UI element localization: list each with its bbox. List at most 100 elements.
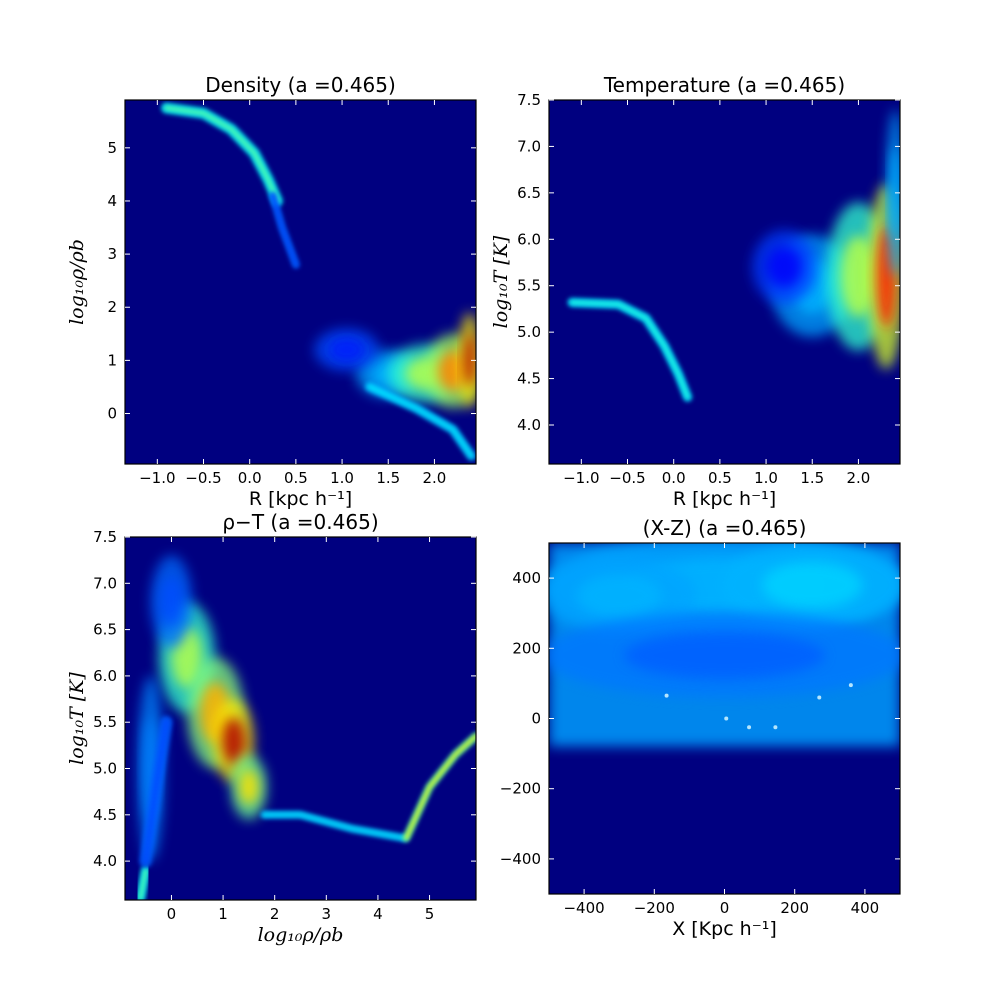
panel-title: Temperature (a =0.465) <box>603 73 845 97</box>
y-tick-label: 5.0 <box>517 323 541 341</box>
y-tick-label: 7.5 <box>517 91 541 109</box>
y-tick-label: 400 <box>512 569 541 587</box>
y-axis-label: log₁₀T [K] <box>490 235 512 328</box>
x-tick-label: −0.5 <box>609 469 645 487</box>
bright-dot <box>664 693 669 698</box>
plot-frame <box>548 99 901 465</box>
y-tick-label: 4.0 <box>517 416 541 434</box>
density-core <box>624 632 825 679</box>
panel-xz: −400 −200 0 200 400 −400 −200 0 200 400 (X-Z) (a =… <box>500 516 901 940</box>
x-tick-label: −400 <box>563 899 604 917</box>
y-tick-label: 7.0 <box>93 574 117 592</box>
density-core <box>766 246 803 288</box>
x-tick-label: 0.0 <box>662 469 686 487</box>
panel-rho-t: 0 1 2 3 4 5 4.0 4.5 5.0 5.5 6.0 6.5 7.0 7.5 ρ−T (a =0.… <box>66 510 477 946</box>
x-tick-label: 1 <box>218 905 228 923</box>
x-axis-label: X [Kpc h⁻¹] <box>672 918 777 940</box>
y-tick-label: 5.0 <box>93 760 117 778</box>
x-axis-label: log₁₀ρ/ρb <box>258 924 344 946</box>
density-band-core <box>570 300 690 400</box>
panel-density: −1.0 −0.5 0.0 0.5 1.0 1.5 2.0 0 1 2 3 4 5 Density (a … <box>66 73 477 510</box>
y-tick-label: −200 <box>500 780 541 798</box>
x-tick-label: 2 <box>270 905 280 923</box>
bright-dot <box>773 725 778 730</box>
density-band-core <box>143 719 169 864</box>
density-band-core <box>262 813 406 840</box>
x-tick-label: 1.5 <box>800 469 824 487</box>
y-tick-label: −400 <box>500 850 541 868</box>
density-core <box>840 235 877 318</box>
x-tick-label: 0 <box>720 899 730 917</box>
heatmap-features <box>549 543 900 747</box>
x-tick-label: −1.0 <box>563 469 599 487</box>
x-tick-label: 0.0 <box>238 469 262 487</box>
y-tick-label: 5 <box>107 139 117 157</box>
bright-dot <box>817 695 822 700</box>
x-axis-label: R [kpc h⁻¹] <box>673 488 776 510</box>
x-tick-label: 4 <box>373 905 383 923</box>
y-tick-label: 6.5 <box>93 621 117 639</box>
bright-dot <box>724 716 729 721</box>
y-axis-label: log₁₀ρ/ρb <box>66 239 88 325</box>
bright-dot <box>747 725 752 730</box>
density-core <box>576 574 662 617</box>
plot-background <box>125 100 476 464</box>
x-tick-label: 2.0 <box>423 469 447 487</box>
x-tick-label: 0 <box>167 905 177 923</box>
y-tick-label: 0 <box>107 405 117 423</box>
y-tick-label: 0 <box>531 710 541 728</box>
panel-temperature: −1.0 −0.5 0.0 0.5 1.0 1.5 2.0 4.0 4.5 5.0 5.5 6.0 6.… <box>490 73 901 510</box>
y-tick-label: 7.5 <box>93 528 117 546</box>
density-core <box>328 338 365 362</box>
y-axis-label: log₁₀T [K] <box>66 672 88 765</box>
density-band-core <box>164 105 280 204</box>
x-axis-label: R [kpc h⁻¹] <box>249 488 352 510</box>
y-tick-label: 5.5 <box>517 277 541 295</box>
bright-dot <box>848 683 853 688</box>
density-band-core <box>138 868 148 900</box>
density-core <box>160 576 183 628</box>
x-tick-label: −1.0 <box>139 469 175 487</box>
plot-frame <box>124 536 477 901</box>
density-core <box>463 334 476 387</box>
y-tick-label: 7.0 <box>517 137 541 155</box>
y-tick-label: 3 <box>107 245 117 263</box>
density-band-core <box>404 734 476 840</box>
x-tick-label: 400 <box>851 899 880 917</box>
panel-title: ρ−T (a =0.465) <box>222 510 378 534</box>
y-tick-label: 4 <box>107 192 117 210</box>
y-tick-label: 5.5 <box>93 713 117 731</box>
y-tick-label: 200 <box>512 639 541 657</box>
heatmap-features <box>135 555 476 900</box>
density-core <box>238 769 259 805</box>
y-tick-label: 4.5 <box>93 806 117 824</box>
heatmap-features <box>567 109 900 456</box>
y-tick-label: 6.5 <box>517 184 541 202</box>
y-tick-label: 6.0 <box>93 667 117 685</box>
x-tick-label: 2.0 <box>847 469 871 487</box>
density-band-core <box>367 384 474 458</box>
plot-frame <box>124 99 477 465</box>
x-tick-label: 3 <box>322 905 332 923</box>
x-tick-label: 0.5 <box>284 469 308 487</box>
x-tick-label: 0.5 <box>708 469 732 487</box>
y-tick-label: 4.5 <box>517 370 541 388</box>
x-tick-label: 200 <box>780 899 809 917</box>
x-tick-label: −200 <box>634 899 675 917</box>
y-tick-label: 6.0 <box>517 230 541 248</box>
density-core <box>222 717 245 764</box>
y-tick-label: 1 <box>107 351 117 369</box>
y-tick-label: 4.0 <box>93 852 117 870</box>
x-tick-label: −0.5 <box>185 469 221 487</box>
density-band-core <box>271 193 298 267</box>
x-tick-label: 1.5 <box>376 469 400 487</box>
y-tick-label: 2 <box>107 298 117 316</box>
panel-title: (X-Z) (a =0.465) <box>643 516 807 540</box>
density-core <box>762 561 863 609</box>
x-tick-label: 5 <box>425 905 435 923</box>
x-tick-label: 1.0 <box>330 469 354 487</box>
x-tick-label: 1.0 <box>754 469 778 487</box>
panel-title: Density (a =0.465) <box>205 73 396 97</box>
heatmap-features <box>161 102 476 461</box>
